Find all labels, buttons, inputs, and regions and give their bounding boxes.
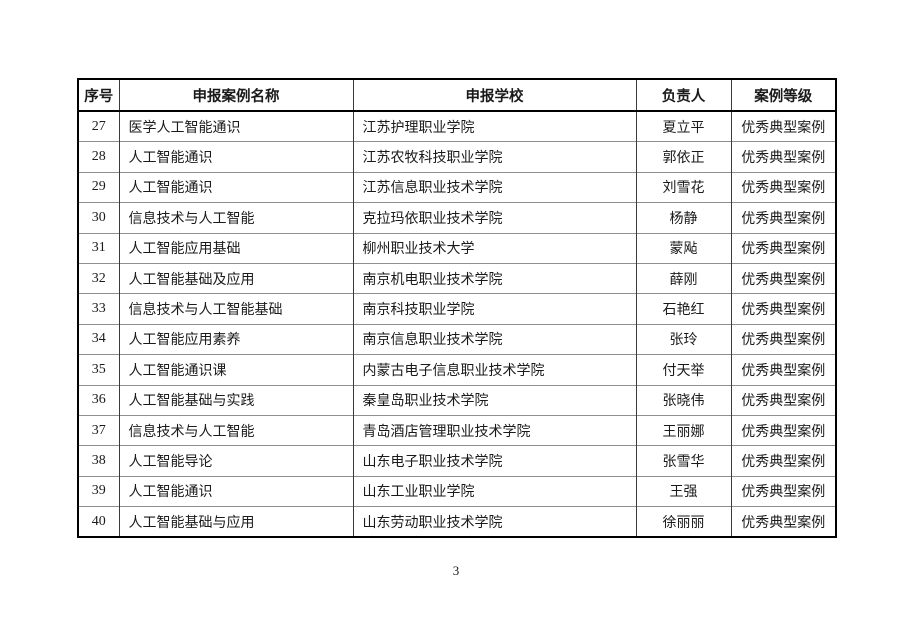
table-row: 33 信息技术与人工智能基础 南京科技职业学院 石艳红 优秀典型案例 (77, 293, 837, 325)
cell-no: 27 (77, 110, 120, 142)
cell-case-name: 人工智能通识课 (118, 354, 354, 386)
cell-case-name: 人工智能基础与应用 (118, 506, 354, 538)
table-row: 39 人工智能通识 山东工业职业学院 王强 优秀典型案例 (77, 475, 837, 507)
table-row: 28 人工智能通识 江苏农牧科技职业学院 郭依正 优秀典型案例 (77, 141, 837, 173)
cell-school: 江苏护理职业学院 (352, 110, 637, 142)
cell-leader: 蒙飐 (635, 232, 732, 264)
cell-grade: 优秀典型案例 (730, 414, 837, 446)
cell-case-name: 信息技术与人工智能 (118, 414, 354, 446)
table-row: 36 人工智能基础与实践 秦皇岛职业技术学院 张晓伟 优秀典型案例 (77, 384, 837, 416)
cell-no: 40 (77, 506, 120, 538)
table-row: 38 人工智能导论 山东电子职业技术学院 张雪华 优秀典型案例 (77, 445, 837, 477)
cell-school: 江苏信息职业技术学院 (352, 171, 637, 203)
cell-no: 39 (77, 475, 120, 507)
cell-no: 38 (77, 445, 120, 477)
col-header-case: 申报案例名称 (118, 79, 354, 112)
table-row: 35 人工智能通识课 内蒙古电子信息职业技术学院 付天举 优秀典型案例 (77, 354, 837, 386)
table-row: 34 人工智能应用素养 南京信息职业技术学院 张玲 优秀典型案例 (77, 323, 837, 355)
cell-leader: 郭依正 (635, 141, 732, 173)
cell-grade: 优秀典型案例 (730, 323, 837, 355)
table-body: 27 医学人工智能通识 江苏护理职业学院 夏立平 优秀典型案例 28 人工智能通… (77, 110, 837, 538)
cell-no: 33 (77, 293, 120, 325)
cell-no: 30 (77, 202, 120, 234)
table-row: 27 医学人工智能通识 江苏护理职业学院 夏立平 优秀典型案例 (77, 110, 837, 142)
cell-case-name: 人工智能通识 (118, 141, 354, 173)
cell-no: 29 (77, 171, 120, 203)
table-row: 30 信息技术与人工智能 克拉玛依职业技术学院 杨静 优秀典型案例 (77, 202, 837, 234)
cell-case-name: 人工智能通识 (118, 171, 354, 203)
table-row: 32 人工智能基础及应用 南京机电职业技术学院 薛刚 优秀典型案例 (77, 262, 837, 294)
cell-school: 内蒙古电子信息职业技术学院 (352, 354, 637, 386)
cell-grade: 优秀典型案例 (730, 202, 837, 234)
table-row: 40 人工智能基础与应用 山东劳动职业技术学院 徐丽丽 优秀典型案例 (77, 506, 837, 538)
cell-school: 南京机电职业技术学院 (352, 262, 637, 294)
cell-case-name: 人工智能应用素养 (118, 323, 354, 355)
cell-leader: 石艳红 (635, 293, 732, 325)
cell-school: 南京科技职业学院 (352, 293, 637, 325)
cell-leader: 张雪华 (635, 445, 732, 477)
cell-school: 山东劳动职业技术学院 (352, 506, 637, 538)
cell-no: 31 (77, 232, 120, 264)
cell-case-name: 人工智能应用基础 (118, 232, 354, 264)
col-header-school: 申报学校 (352, 79, 637, 112)
col-header-no: 序号 (77, 79, 120, 112)
cell-leader: 王丽娜 (635, 414, 732, 446)
cell-case-name: 人工智能通识 (118, 475, 354, 507)
cell-school: 山东电子职业技术学院 (352, 445, 637, 477)
page-number: 3 (452, 563, 460, 578)
table-row: 29 人工智能通识 江苏信息职业技术学院 刘雪花 优秀典型案例 (77, 171, 837, 203)
cell-case-name: 信息技术与人工智能 (118, 202, 354, 234)
cell-school: 江苏农牧科技职业学院 (352, 141, 637, 173)
table-row: 37 信息技术与人工智能 青岛酒店管理职业技术学院 王丽娜 优秀典型案例 (77, 414, 837, 446)
cell-leader: 夏立平 (635, 110, 732, 142)
cell-no: 37 (77, 414, 120, 446)
cell-leader: 王强 (635, 475, 732, 507)
cell-grade: 优秀典型案例 (730, 354, 837, 386)
col-header-leader: 负责人 (635, 79, 732, 112)
table-header: 序号 申报案例名称 申报学校 负责人 案例等级 (77, 79, 837, 112)
cell-school: 秦皇岛职业技术学院 (352, 384, 637, 416)
cell-no: 36 (77, 384, 120, 416)
cell-school: 柳州职业技术大学 (352, 232, 637, 264)
cell-case-name: 信息技术与人工智能基础 (118, 293, 354, 325)
cell-grade: 优秀典型案例 (730, 171, 837, 203)
table-row: 31 人工智能应用基础 柳州职业技术大学 蒙飐 优秀典型案例 (77, 232, 837, 264)
cell-case-name: 人工智能基础及应用 (118, 262, 354, 294)
cell-leader: 杨静 (635, 202, 732, 234)
cell-leader: 薛刚 (635, 262, 732, 294)
cell-no: 32 (77, 262, 120, 294)
cell-leader: 徐丽丽 (635, 506, 732, 538)
cell-no: 28 (77, 141, 120, 173)
cell-grade: 优秀典型案例 (730, 141, 837, 173)
cell-leader: 付天举 (635, 354, 732, 386)
col-header-grade: 案例等级 (730, 79, 837, 112)
cell-no: 35 (77, 354, 120, 386)
cell-school: 山东工业职业学院 (352, 475, 637, 507)
cell-school: 南京信息职业技术学院 (352, 323, 637, 355)
cell-leader: 张玲 (635, 323, 732, 355)
cases-table: 序号 申报案例名称 申报学校 负责人 案例等级 27 医学人工智能通识 江苏护理… (77, 78, 837, 539)
cell-grade: 优秀典型案例 (730, 110, 837, 142)
header-row: 序号 申报案例名称 申报学校 负责人 案例等级 (77, 79, 837, 112)
cell-case-name: 医学人工智能通识 (118, 110, 354, 142)
cell-case-name: 人工智能基础与实践 (118, 384, 354, 416)
cell-grade: 优秀典型案例 (730, 293, 837, 325)
cell-grade: 优秀典型案例 (730, 445, 837, 477)
cell-grade: 优秀典型案例 (730, 384, 837, 416)
cell-grade: 优秀典型案例 (730, 232, 837, 264)
cell-leader: 张晓伟 (635, 384, 732, 416)
cell-grade: 优秀典型案例 (730, 262, 837, 294)
cell-grade: 优秀典型案例 (730, 475, 837, 507)
cell-school: 青岛酒店管理职业技术学院 (352, 414, 637, 446)
cell-school: 克拉玛依职业技术学院 (352, 202, 637, 234)
cell-case-name: 人工智能导论 (118, 445, 354, 477)
cell-grade: 优秀典型案例 (730, 506, 837, 538)
cell-no: 34 (77, 323, 120, 355)
cell-leader: 刘雪花 (635, 171, 732, 203)
